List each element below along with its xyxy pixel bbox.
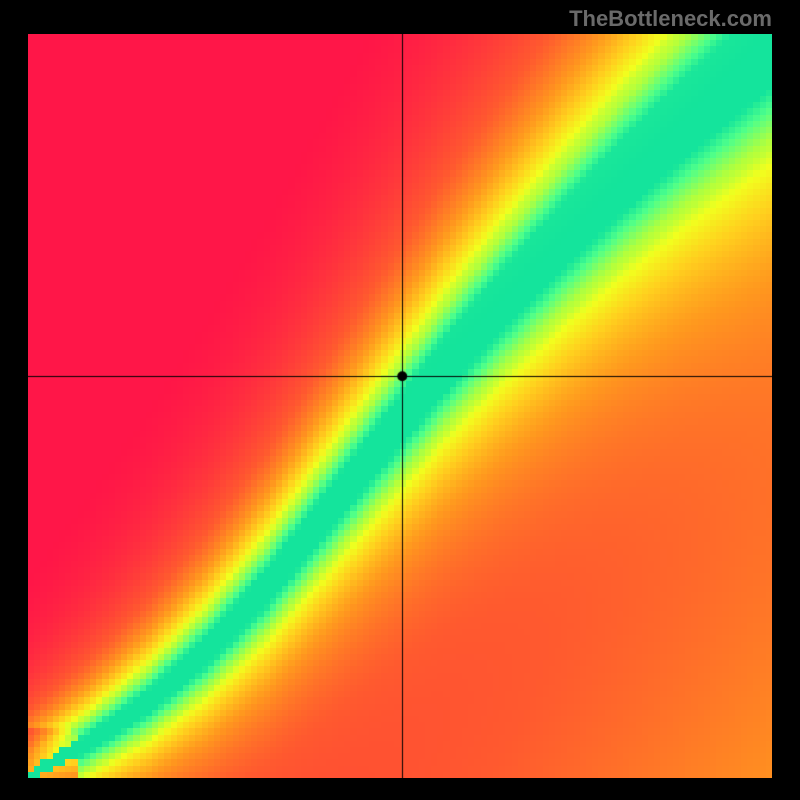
bottleneck-heatmap (28, 34, 772, 778)
source-watermark: TheBottleneck.com (569, 6, 772, 32)
